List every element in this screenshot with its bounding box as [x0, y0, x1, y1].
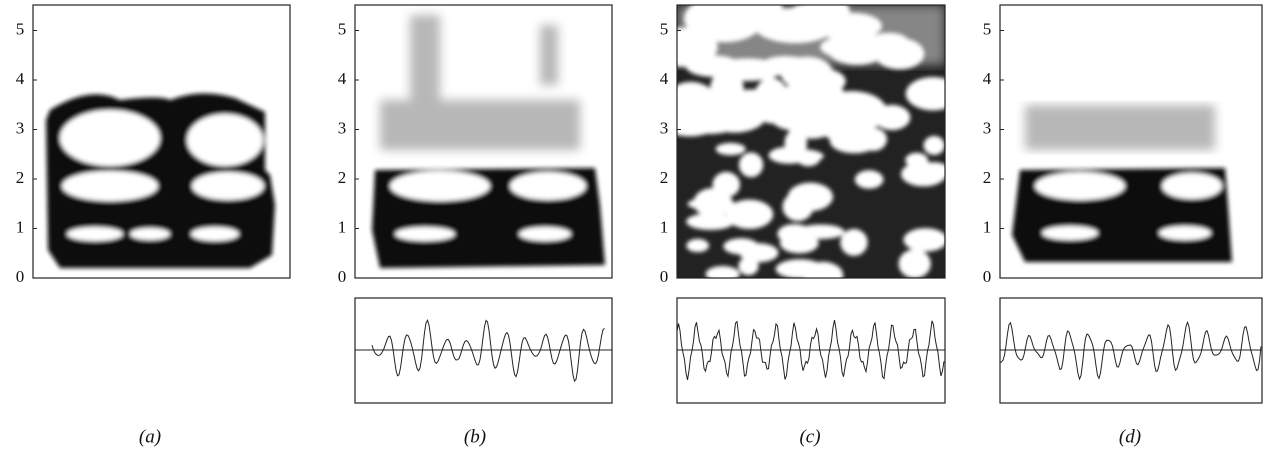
y-tick-label: 2 — [660, 168, 669, 187]
texture — [797, 224, 845, 240]
y-tick-label: 0 — [338, 267, 347, 286]
y-tick-label: 1 — [338, 217, 347, 236]
y-tick-label: 3 — [16, 118, 25, 137]
spectrogram-c — [677, 5, 945, 278]
texture — [715, 142, 746, 156]
texture — [726, 89, 776, 114]
y-tick-label: 2 — [16, 168, 25, 187]
y-tick-label: 5 — [338, 19, 347, 38]
texture — [854, 170, 884, 189]
y-tick-label: 1 — [983, 217, 992, 236]
panel-label: (c) — [799, 426, 820, 447]
y-tick-label: 1 — [16, 217, 25, 236]
y-tick-label: 2 — [983, 168, 992, 187]
spectrogram-d — [1012, 105, 1232, 262]
spectrogram-b — [372, 15, 605, 268]
texture — [739, 243, 779, 263]
texture — [840, 228, 868, 256]
texture — [903, 228, 945, 252]
texture — [774, 149, 824, 164]
waveform — [371, 319, 605, 383]
y-tick-label: 0 — [660, 267, 669, 286]
panel-label: (a) — [139, 426, 161, 447]
texture — [905, 76, 945, 111]
texture — [796, 68, 846, 95]
texture — [787, 182, 833, 212]
texture — [705, 265, 740, 278]
texture — [859, 127, 887, 151]
panel-label: (d) — [1119, 426, 1141, 447]
texture — [873, 104, 911, 131]
y-tick-label: 5 — [16, 19, 25, 38]
y-tick-label: 4 — [338, 69, 347, 88]
texture — [693, 187, 733, 218]
waveform — [676, 319, 945, 381]
texture — [923, 135, 945, 155]
texture — [919, 162, 945, 181]
panel-frame — [999, 4, 1263, 279]
y-tick-label: 0 — [983, 267, 992, 286]
texture — [677, 81, 719, 130]
texture — [686, 213, 735, 230]
panel-frame — [354, 4, 613, 279]
y-tick-label: 4 — [16, 69, 25, 88]
panel-frame — [676, 4, 946, 279]
y-tick-label: 5 — [983, 19, 992, 38]
texture — [802, 261, 844, 278]
y-tick-label: 2 — [338, 168, 347, 187]
y-tick-label: 3 — [660, 118, 669, 137]
waveform — [999, 320, 1262, 381]
texture — [725, 199, 774, 230]
texture — [787, 113, 836, 139]
texture — [738, 152, 764, 178]
texture — [677, 5, 945, 65]
y-tick-label: 4 — [983, 69, 992, 88]
y-tick-label: 0 — [16, 267, 25, 286]
y-tick-label: 1 — [660, 217, 669, 236]
spectrogram-a — [46, 93, 275, 268]
texture — [898, 249, 931, 278]
y-tick-label: 5 — [660, 19, 669, 38]
texture — [686, 238, 710, 253]
y-tick-label: 3 — [983, 118, 992, 137]
y-tick-label: 3 — [338, 118, 347, 137]
y-tick-label: 4 — [660, 69, 669, 88]
panel-frame — [32, 4, 291, 279]
panel-label: (b) — [464, 426, 486, 447]
